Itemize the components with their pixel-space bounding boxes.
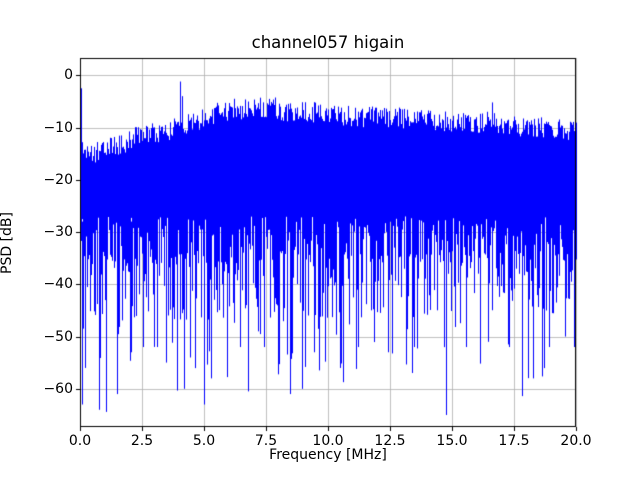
y-tick-label: −20 <box>43 171 73 188</box>
y-tick-label: −40 <box>43 276 73 293</box>
x-tick-label: 20.0 <box>560 433 592 449</box>
y-axis-label: PSD [dB] <box>0 212 15 274</box>
y-tick-label: 0 <box>64 67 73 84</box>
x-tick-label: 15.0 <box>436 433 468 449</box>
y-tick-label: −30 <box>43 224 73 241</box>
x-tick-label: 17.5 <box>498 433 530 449</box>
y-tick-label: −60 <box>43 380 73 397</box>
y-tick-label: −10 <box>43 119 73 136</box>
y-tick-label: −50 <box>43 328 73 345</box>
x-tick-label: 7.5 <box>254 433 278 449</box>
x-tick-label: 12.5 <box>374 433 406 449</box>
x-axis-label: Frequency [MHz] <box>269 447 387 463</box>
x-tick-label: 5.0 <box>192 433 216 449</box>
x-tick-label: 2.5 <box>130 433 154 449</box>
x-tick-label: 0.0 <box>68 433 92 449</box>
chart-title: channel057 higain <box>251 33 405 52</box>
x-tick-label: 10.0 <box>312 433 344 449</box>
